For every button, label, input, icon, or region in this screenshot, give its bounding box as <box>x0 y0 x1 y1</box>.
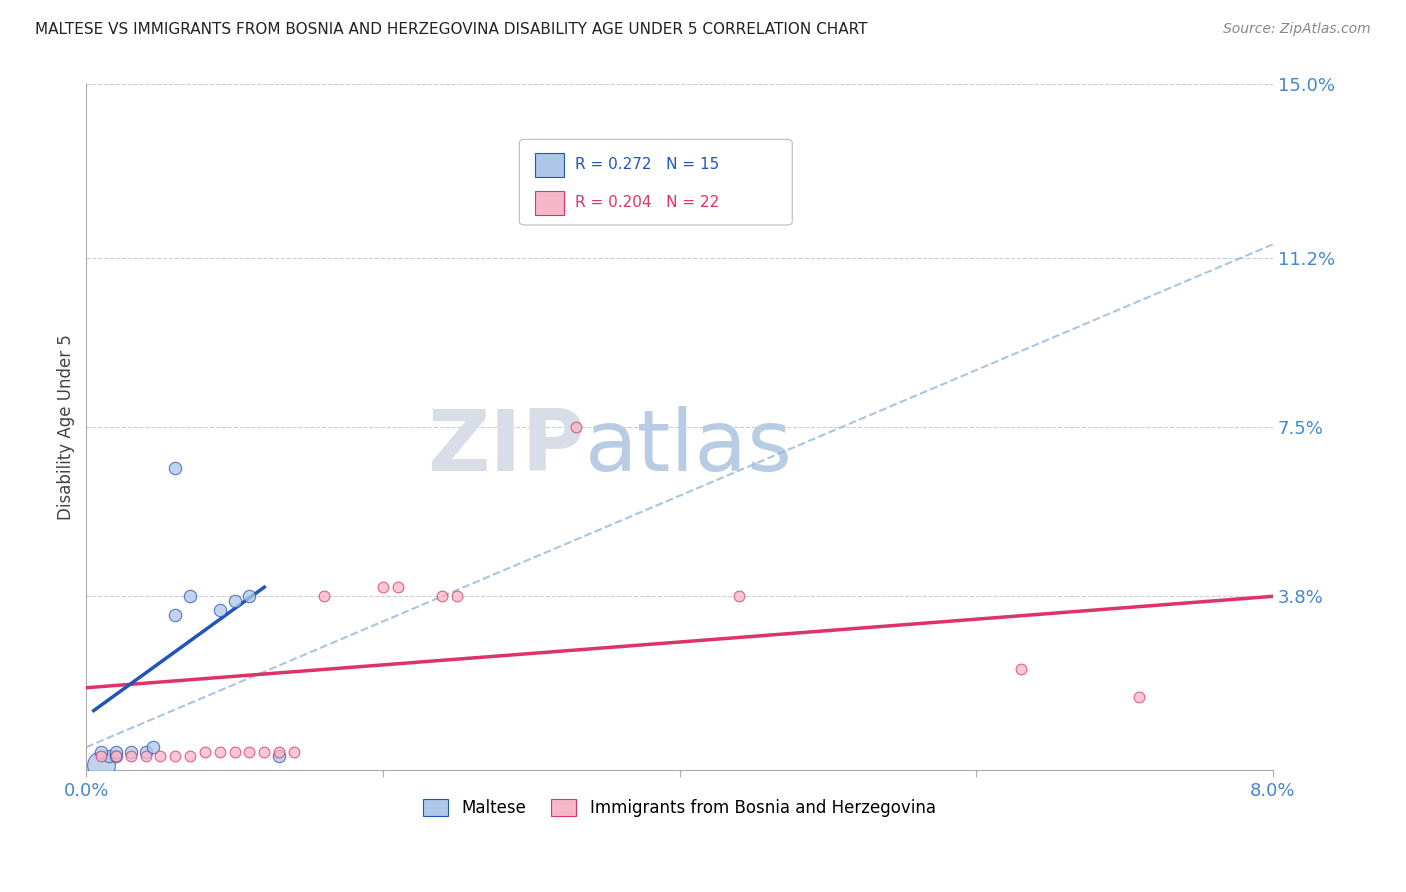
Y-axis label: Disability Age Under 5: Disability Age Under 5 <box>58 334 75 520</box>
Text: ZIP: ZIP <box>427 406 585 490</box>
Point <box>224 594 246 608</box>
Point <box>432 590 454 604</box>
Point <box>120 749 142 764</box>
Point <box>728 590 751 604</box>
Point <box>283 745 305 759</box>
Point <box>208 603 231 617</box>
Point <box>179 590 201 604</box>
Point <box>238 590 260 604</box>
Point <box>142 740 165 755</box>
Point <box>97 749 120 764</box>
Point <box>208 745 231 759</box>
Point <box>120 745 142 759</box>
Point <box>1010 663 1032 677</box>
Point <box>90 758 112 772</box>
Point <box>104 749 127 764</box>
Point <box>446 590 468 604</box>
Point <box>90 745 112 759</box>
Text: R = 0.204   N = 22: R = 0.204 N = 22 <box>575 195 720 211</box>
Point <box>564 420 586 434</box>
Point <box>104 749 127 764</box>
Point <box>179 749 201 764</box>
Point <box>165 461 187 475</box>
Point <box>371 580 394 594</box>
Point <box>104 745 127 759</box>
Text: MALTESE VS IMMIGRANTS FROM BOSNIA AND HERZEGOVINA DISABILITY AGE UNDER 5 CORRELA: MALTESE VS IMMIGRANTS FROM BOSNIA AND HE… <box>35 22 868 37</box>
Text: atlas: atlas <box>585 406 793 490</box>
FancyBboxPatch shape <box>534 153 564 177</box>
Point <box>1128 690 1150 704</box>
Text: Source: ZipAtlas.com: Source: ZipAtlas.com <box>1223 22 1371 37</box>
Point <box>224 745 246 759</box>
Point <box>387 580 409 594</box>
Point <box>238 745 260 759</box>
Legend: Maltese, Immigrants from Bosnia and Herzegovina: Maltese, Immigrants from Bosnia and Herz… <box>416 792 942 823</box>
Point <box>165 749 187 764</box>
Point <box>269 749 291 764</box>
Point <box>253 745 276 759</box>
Point <box>90 749 112 764</box>
Text: R = 0.272   N = 15: R = 0.272 N = 15 <box>575 158 720 172</box>
Point <box>149 749 172 764</box>
Point <box>312 590 335 604</box>
Point <box>194 745 217 759</box>
Point <box>135 749 157 764</box>
FancyBboxPatch shape <box>534 191 564 215</box>
Point <box>135 745 157 759</box>
FancyBboxPatch shape <box>519 139 792 225</box>
Point <box>165 607 187 622</box>
Point <box>269 745 291 759</box>
